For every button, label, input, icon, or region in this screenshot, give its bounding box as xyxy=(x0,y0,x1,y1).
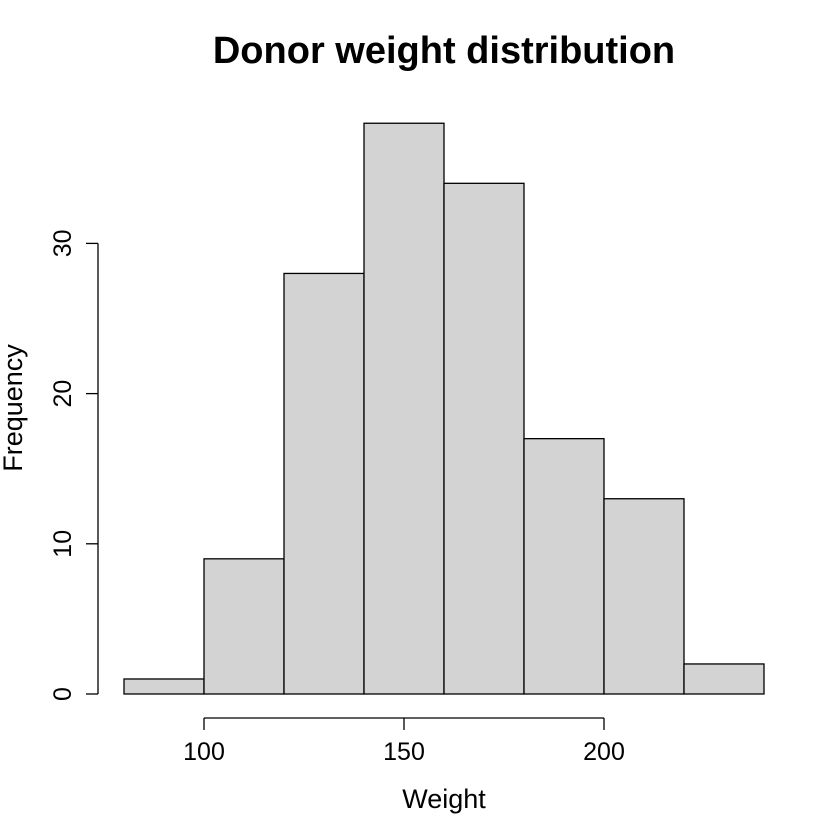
histogram-bar-2 xyxy=(283,272,365,695)
histogram-bar-1 xyxy=(203,558,285,695)
y-tick-label-0: 0 xyxy=(49,687,77,701)
y-tick-label-2: 20 xyxy=(49,380,77,408)
histogram-bar-6 xyxy=(603,498,685,695)
histogram-bar-3 xyxy=(363,122,445,695)
y-tick-label-3: 30 xyxy=(49,229,77,257)
x-axis: 100 150 200 xyxy=(183,717,625,766)
x-tick-label-1: 150 xyxy=(383,738,425,766)
histogram-bar-4 xyxy=(443,182,525,695)
histogram-bar-0 xyxy=(123,678,205,695)
histogram-bar-7 xyxy=(683,663,765,695)
chart-title: Donor weight distribution xyxy=(213,30,675,72)
y-axis: 0 10 20 30 xyxy=(49,229,99,701)
y-axis-label: Frequency xyxy=(0,344,28,472)
bars-group xyxy=(123,122,765,695)
x-axis-label: Weight xyxy=(402,784,486,814)
histogram-bar-5 xyxy=(523,438,605,695)
x-tick-label-2: 200 xyxy=(583,738,625,766)
y-tick-label-1: 10 xyxy=(49,530,77,558)
x-tick-label-0: 100 xyxy=(183,738,225,766)
